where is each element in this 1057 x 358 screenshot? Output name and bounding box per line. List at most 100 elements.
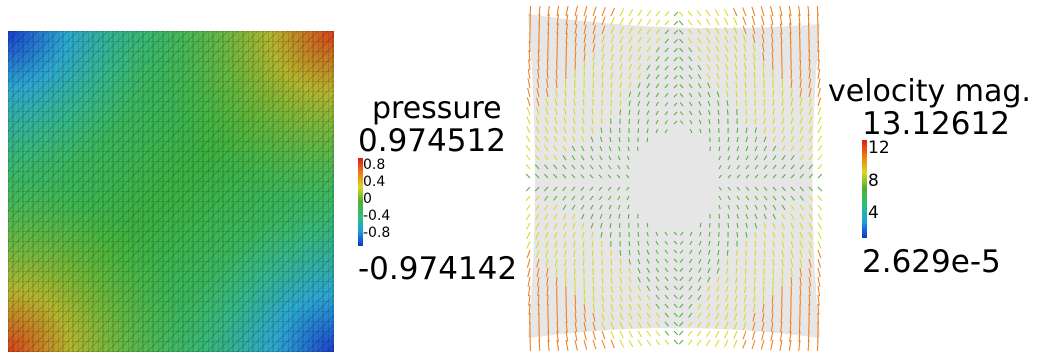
velocity-arrow [581,127,585,134]
velocity-arrow [537,59,540,71]
velocity-arrow [556,339,560,351]
velocity-arrow [610,258,613,266]
velocity-arrow [799,97,803,107]
velocity-arrow [664,129,668,134]
velocity-arrow [627,146,630,152]
velocity-arrow [664,339,670,345]
velocity-arrow [780,303,783,314]
velocity-arrow [732,7,738,17]
velocity-arrow [574,339,578,351]
velocity-arrow [600,222,603,229]
velocity-arrow [726,91,729,98]
velocity-arrow [583,6,588,17]
velocity-arrow [554,117,558,125]
velocity-arrow [592,43,596,53]
velocity-arrow [733,35,738,44]
velocity-arrow [745,231,748,238]
velocity-arrow [780,51,783,62]
velocity-arrow [592,25,596,35]
velocity-arrow [727,213,730,219]
velocity-arrow [698,101,702,107]
velocity-arrow [698,240,702,246]
velocity-arrow [637,100,641,107]
velocity-arrow [601,339,606,349]
velocity-arrow [799,222,804,230]
velocity-arrow [637,9,643,17]
velocity-arrow [664,74,669,80]
velocity-arrow [689,101,693,107]
velocity-arrow [637,240,640,246]
velocity-arrow [655,128,659,134]
velocity-arrow [580,195,585,201]
velocity-arrow [745,213,749,220]
velocity-arrow [762,71,765,80]
velocity-arrow [798,321,801,334]
velocity-arrow [527,276,531,287]
velocity-arrow [553,231,558,239]
velocity-arrow [698,267,702,273]
velocity-arrow [564,258,567,267]
velocity-arrow [574,294,577,304]
velocity-arrow [628,339,634,347]
velocity-arrow [762,294,765,304]
velocity-arrow [534,173,540,179]
velocity-arrow [572,231,576,239]
velocity-arrow [655,267,660,273]
velocity-arrow [718,213,721,219]
velocity-arrow [601,71,604,80]
velocity-arrow [707,249,711,255]
velocity-arrow [580,155,585,161]
velocity-arrow [646,46,651,53]
velocity-arrow [673,93,678,98]
velocity-arrow [553,222,558,230]
velocity-arrow [763,231,767,239]
velocity-arrow [697,64,702,71]
velocity-arrow [655,231,659,237]
velocity-arrow [571,213,576,220]
velocity-arrow [745,164,750,170]
velocity-arrow [673,38,678,44]
velocity-arrow [572,222,576,229]
velocity-arrow [565,312,568,323]
velocity-arrow [808,213,813,220]
velocity-arrow [753,285,756,294]
velocity-arrow [562,213,567,220]
velocity-arrow [628,321,633,329]
velocity-arrow [781,136,786,143]
velocity-arrow [592,34,596,44]
velocity-arrow [592,339,597,350]
velocity-arrow [752,312,756,322]
velocity-arrow [687,339,693,346]
velocity-arrow [664,285,669,291]
velocity-arrow [808,249,812,259]
velocity-arrow [781,174,786,179]
velocity-arrow [817,204,823,211]
velocity-arrow [664,294,669,300]
velocity-arrow [610,339,615,349]
velocity-arrow [718,165,722,170]
velocity-arrow [628,258,631,265]
velocity-arrow [581,213,585,220]
velocity-arrow [610,285,614,293]
velocity-arrow [763,145,767,152]
velocity-arrow [546,60,549,71]
velocity-arrow [655,321,661,328]
velocity-arrow [706,55,711,62]
velocity-arrow [808,231,813,239]
velocity-arrow [590,145,594,152]
velocity-arrow [760,15,765,26]
velocity-arrow [625,174,630,179]
velocity-arrow [619,81,623,89]
velocity-arrow [808,126,813,134]
velocity-arrow [727,165,731,170]
velocity-arrow [564,79,567,89]
velocity-arrow [646,28,652,35]
velocity-arrow [753,276,756,285]
velocity-tick-label: 8 [868,171,879,191]
velocity-arrow [708,240,711,246]
velocity-arrow [744,285,747,294]
velocity-arrow [592,52,596,62]
velocity-arrow [628,82,632,89]
velocity-arrow [563,117,567,125]
velocity-arrow [646,119,649,125]
